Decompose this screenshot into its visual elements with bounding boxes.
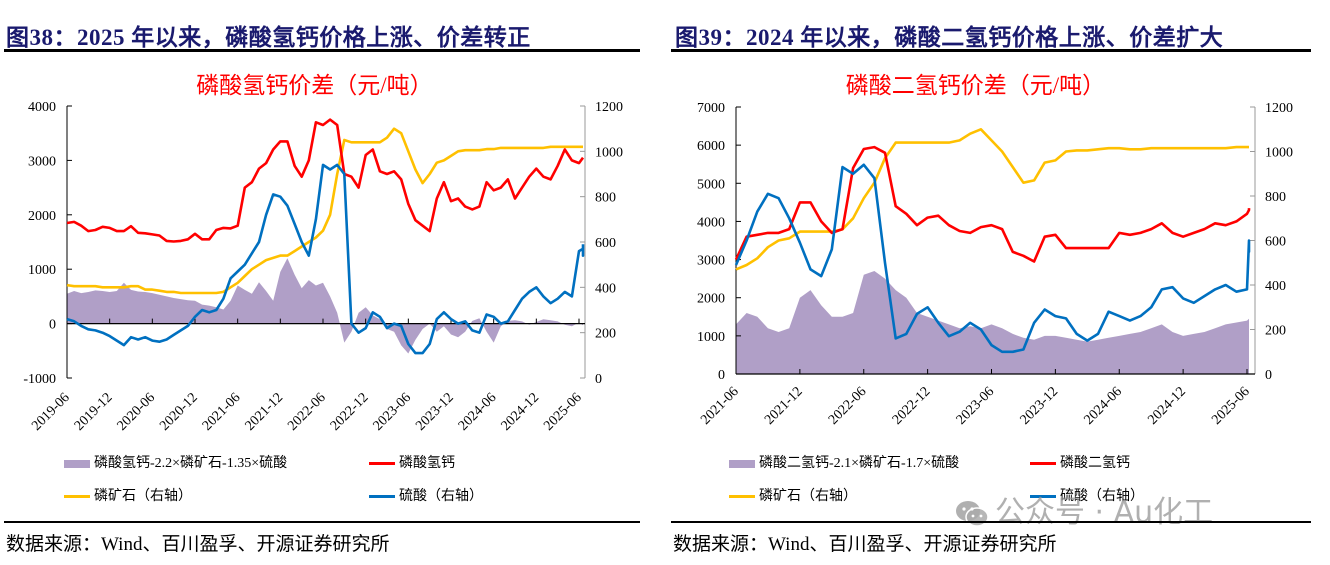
y-tick-label-right: 200 — [1265, 324, 1286, 339]
y-tick-label-right: 800 — [595, 191, 616, 206]
chart-title: 磷酸氢钙价差（元/吨） — [196, 73, 433, 98]
figure-title: 图39：2024 年以来，磷酸二氢钙价格上涨、价差扩大 — [675, 25, 1224, 50]
x-tick-label: 2020-06 — [115, 390, 159, 434]
x-tick-label: 2022-12 — [890, 384, 934, 428]
legend-item-product: 磷酸二氢钙 — [1030, 452, 1130, 472]
x-tick-label: 2021-12 — [762, 384, 806, 428]
y-tick-label-left: 3000 — [28, 154, 56, 169]
x-tick-label: 2022-06 — [285, 390, 329, 434]
data-source: 数据来源：Wind、百川盈孚、开源证券研究所 — [6, 534, 390, 555]
series-line-sulfuric-acid — [66, 163, 585, 355]
y-tick-label-right: 600 — [595, 236, 616, 251]
y-tick-label-right: 600 — [1265, 235, 1286, 250]
figure-39-panel: 图39：2024 年以来，磷酸二氢钙价格上涨、价差扩大 磷酸二氢钙价差（元/吨）… — [665, 0, 1330, 565]
y-tick-label-right: 1000 — [1265, 146, 1293, 161]
legend-item-spread: 磷酸氢钙-2.2×磷矿石-1.35×硫酸 — [64, 452, 287, 472]
title-divider — [671, 49, 1311, 52]
y-tick-label-left: 0 — [718, 368, 725, 383]
legend-item-spread: 磷酸二氢钙-2.1×磷矿石-1.7×硫酸 — [729, 452, 959, 472]
y-tick-label-left: 2000 — [697, 292, 725, 307]
x-tick-label: 2022-06 — [826, 384, 870, 428]
y-tick-label-right: 400 — [595, 281, 616, 296]
data-source: 数据来源：Wind、百川盈孚、开源证券研究所 — [673, 534, 1057, 555]
legend-label: 硫酸（右轴） — [399, 489, 483, 504]
title-divider — [4, 49, 640, 52]
x-tick-label: 2020-12 — [157, 390, 201, 434]
legend-item-product: 磷酸氢钙 — [369, 452, 455, 472]
y-tick-label-left: 1000 — [697, 330, 725, 345]
legend-item-acid: 硫酸（右轴） — [369, 485, 483, 505]
y-tick-label-left: 2000 — [28, 209, 56, 224]
series-area-spread — [67, 258, 583, 354]
legend-label: 磷矿石（右轴） — [759, 489, 857, 504]
x-tick-label: 2019-06 — [29, 390, 73, 434]
y-tick-label-right: 1000 — [595, 145, 623, 160]
legend-item-rock: 磷矿石（右轴） — [729, 485, 857, 505]
legend-label: 磷酸氢钙 — [399, 456, 455, 471]
y-tick-label-right: 1200 — [1265, 101, 1293, 116]
y-tick-label-left: 4000 — [697, 215, 725, 230]
x-tick-label: 2023-06 — [371, 390, 415, 434]
legend-swatch-area — [729, 459, 755, 468]
watermark-text: 公众号 · Au化工 — [995, 495, 1214, 530]
x-tick-label: 2022-12 — [328, 390, 372, 434]
legend-label: 硫酸（右轴） — [1060, 489, 1144, 504]
wechat-icon — [956, 500, 989, 527]
legend-item-rock: 磷矿石（右轴） — [64, 485, 192, 505]
x-tick-label: 2025-06 — [541, 390, 585, 434]
legend-label: 磷酸二氢钙 — [1060, 456, 1130, 471]
x-tick-label: 2023-12 — [413, 390, 457, 434]
y-tick-label-left: 4000 — [28, 100, 56, 115]
legend-swatch-yellow-line — [729, 495, 755, 499]
y-tick-label-right: 800 — [1265, 190, 1286, 205]
legend-swatch-red-line — [369, 462, 395, 466]
y-tick-label-left: 3000 — [697, 254, 725, 269]
chart-39-plot: 0 1000 2000 3000 4000 5000 6000 7000 0 200 400 600 8… — [697, 101, 1293, 428]
watermark: 公众号 · Au化工 — [955, 487, 1213, 531]
chart-title: 磷酸二氢钙价差（元/吨） — [845, 73, 1106, 98]
source-divider — [671, 521, 1311, 523]
series-line-phosphate-rock — [66, 127, 583, 295]
source-divider — [4, 521, 640, 523]
legend-swatch-red-line — [1030, 462, 1056, 466]
y-tick-label-right: 1200 — [595, 100, 623, 115]
series-line-product — [734, 145, 1251, 263]
y-tick-label-left: 6000 — [697, 139, 725, 154]
y-tick-label-left: -1000 — [23, 372, 56, 387]
x-tick-label: 2023-06 — [954, 384, 998, 428]
x-tick-label: 2025-06 — [1209, 384, 1253, 428]
y-tick-label-left: 0 — [49, 318, 56, 333]
legend-label: 磷酸氢钙-2.2×磷矿石-1.35×硫酸 — [94, 456, 288, 471]
legend-swatch-blue-line — [369, 495, 395, 499]
figure-38-panel: 图38：2025 年以来，磷酸氢钙价格上涨、价差转正 磷酸氢钙价差（元/吨） -… — [4, 25, 640, 555]
x-tick-label: 2021-12 — [243, 390, 287, 434]
series-line-product — [66, 118, 585, 243]
y-tick-label-left: 7000 — [697, 101, 725, 116]
legend-label: 磷矿石（右轴） — [94, 489, 192, 504]
series-area-spread — [736, 271, 1249, 374]
x-tick-label: 2021-06 — [698, 384, 742, 428]
legend-swatch-area — [64, 459, 90, 468]
x-tick-label: 2019-12 — [72, 390, 116, 434]
x-tick-label: 2021-06 — [200, 390, 244, 434]
x-tick-label: 2024-12 — [499, 390, 543, 434]
series-line-sulfuric-acid — [734, 163, 1251, 354]
x-tick-label: 2023-12 — [1018, 384, 1062, 428]
legend-swatch-yellow-line — [64, 495, 90, 499]
x-tick-label: 2024-06 — [456, 390, 500, 434]
legend-item-acid: 硫酸（右轴） — [1030, 485, 1144, 505]
legend-label: 磷酸二氢钙-2.1×磷矿石-1.7×硫酸 — [759, 456, 960, 471]
y-tick-label-left: 1000 — [28, 263, 56, 278]
series-line-phosphate-rock — [735, 128, 1249, 271]
y-tick-label-right: 0 — [595, 372, 602, 387]
figure-title: 图38：2025 年以来，磷酸氢钙价格上涨、价差转正 — [6, 25, 531, 50]
chart-38-plot: -1000 0 1000 2000 3000 4000 0 200 400 600 800 1000 1… — [23, 100, 623, 434]
x-tick-label: 2024-06 — [1081, 384, 1125, 428]
y-tick-label-left: 5000 — [697, 177, 725, 192]
y-tick-label-right: 0 — [1265, 368, 1272, 383]
legend-swatch-blue-line — [1030, 495, 1056, 499]
x-tick-label: 2024-12 — [1145, 384, 1189, 428]
y-tick-label-right: 400 — [1265, 279, 1286, 294]
y-tick-label-right: 200 — [595, 327, 616, 342]
